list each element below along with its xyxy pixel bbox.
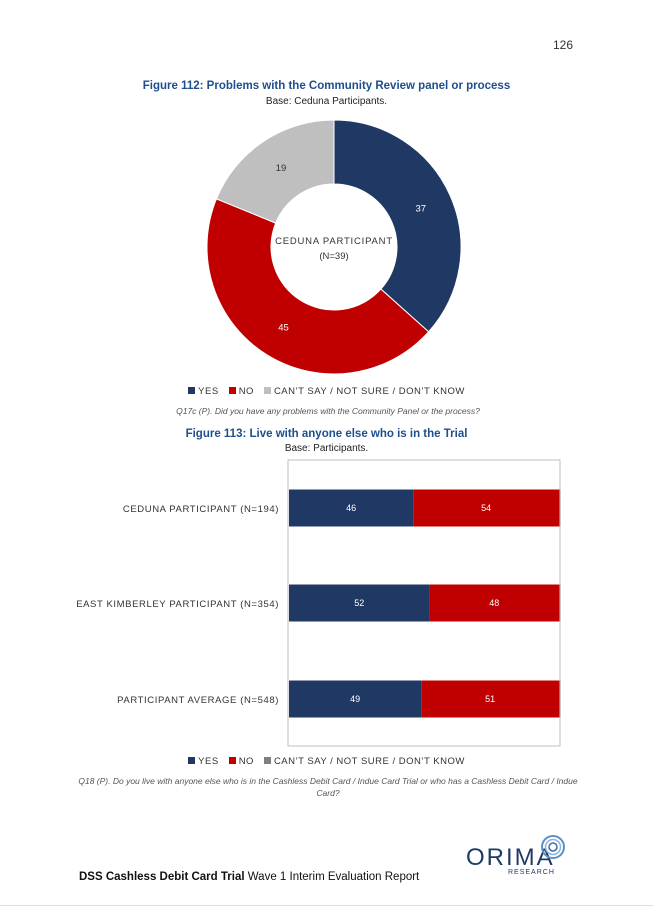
legend-item: CAN’T SAY / NOT SURE / DON’T KNOW [263,386,465,397]
figure-113-question: Q18 (P). Do you live with anyone else wh… [78,776,578,798]
bar-value-label: 52 [354,598,364,608]
donut-chart: 37 45 19 CEDUNA PARTICIPANT (N=39) [206,119,462,375]
legend-swatch [228,757,236,764]
donut-value-label: 19 [276,163,287,174]
bar-segment-no [413,489,559,527]
figure-113-base: Base: Participants. [284,443,369,454]
bar-segment-can-t-say-not-sure-don-t-know [559,489,561,527]
figure-112-title: Figure 112: Problems with the Community … [142,80,511,92]
logo-ring-icon [541,835,565,859]
donut-slice-yes [333,119,462,333]
legend-label: CAN’T SAY / NOT SURE / DON’T KNOW [273,756,465,767]
bar-segment-can-t-say-not-sure-don-t-know [559,584,561,622]
figure-112-question: Q17c (P). Did you have any problems with… [176,406,480,416]
figure-112-base: Base: Ceduna Participants. [265,96,388,107]
donut-center-n: (N=39) [319,251,348,262]
category-label: CEDUNA PARTICIPANT (N=194) [123,504,279,515]
legend-label: CAN’T SAY / NOT SURE / DON’T KNOW [273,386,465,397]
bar-segment-yes [289,680,422,718]
bar-value-label: 51 [485,694,495,704]
legend-label: YES [198,756,219,767]
bar-value-label: 54 [481,503,491,513]
donut-center-label: CEDUNA PARTICIPANT [275,236,393,247]
bar-value-label: 49 [350,694,360,704]
donut-slice-can-t-say-not-sure-don-t-know [215,119,335,224]
footer: DSS Cashless Debit Card Trial Wave 1 Int… [79,871,419,883]
legend-swatch [188,387,196,394]
bar-segment-no [421,680,559,718]
legend-item: YES [188,386,219,397]
stacked-bar-chart: CEDUNA PARTICIPANT (N=194) 46 54 EAST KIMBE… [76,459,561,747]
bar-legend: YES NO CAN’T SAY / NOT SURE / DON’T KNOW [0,756,653,767]
legend-item: YES [188,756,219,767]
legend-swatch [188,757,196,764]
bar-segment-yes [289,584,430,622]
donut-legend: YES NO CAN’T SAY / NOT SURE / DON’T KNOW [0,386,653,397]
page-number: 126 [552,38,573,52]
bar-segment-no [429,584,559,622]
legend-label: NO [238,756,254,767]
legend-swatch [263,757,271,764]
donut-value-label: 37 [415,203,426,214]
logo-word: ORIMA [466,844,555,871]
bar-segment-yes [289,489,414,527]
legend-item: NO [228,386,254,397]
bar-segment-can-t-say-not-sure-don-t-know [559,680,561,718]
donut-slice-no [206,198,430,375]
bar-value-label: 48 [489,598,499,608]
bottom-divider [0,905,653,906]
legend-item: NO [228,756,254,767]
category-label: PARTICIPANT AVERAGE (N=548) [117,695,279,706]
logo-sub: RESEARCH [508,869,555,876]
legend-label: NO [238,386,254,397]
legend-label: YES [198,386,219,397]
legend-swatch [263,387,271,394]
bar-value-label: 46 [346,503,356,513]
orima-logo: ORIMA RESEARCH [466,832,576,882]
category-label: EAST KIMBERLEY PARTICIPANT (N=354) [76,599,279,610]
footer-bold: DSS Cashless Debit Card Trial [79,871,245,883]
footer-rest: Wave 1 Interim Evaluation Report [244,871,420,883]
legend-swatch [228,387,236,394]
figure-113-title: Figure 113: Live with anyone else who is… [185,428,468,440]
legend-item: CAN’T SAY / NOT SURE / DON’T KNOW [263,756,465,767]
donut-value-label: 45 [278,322,289,333]
